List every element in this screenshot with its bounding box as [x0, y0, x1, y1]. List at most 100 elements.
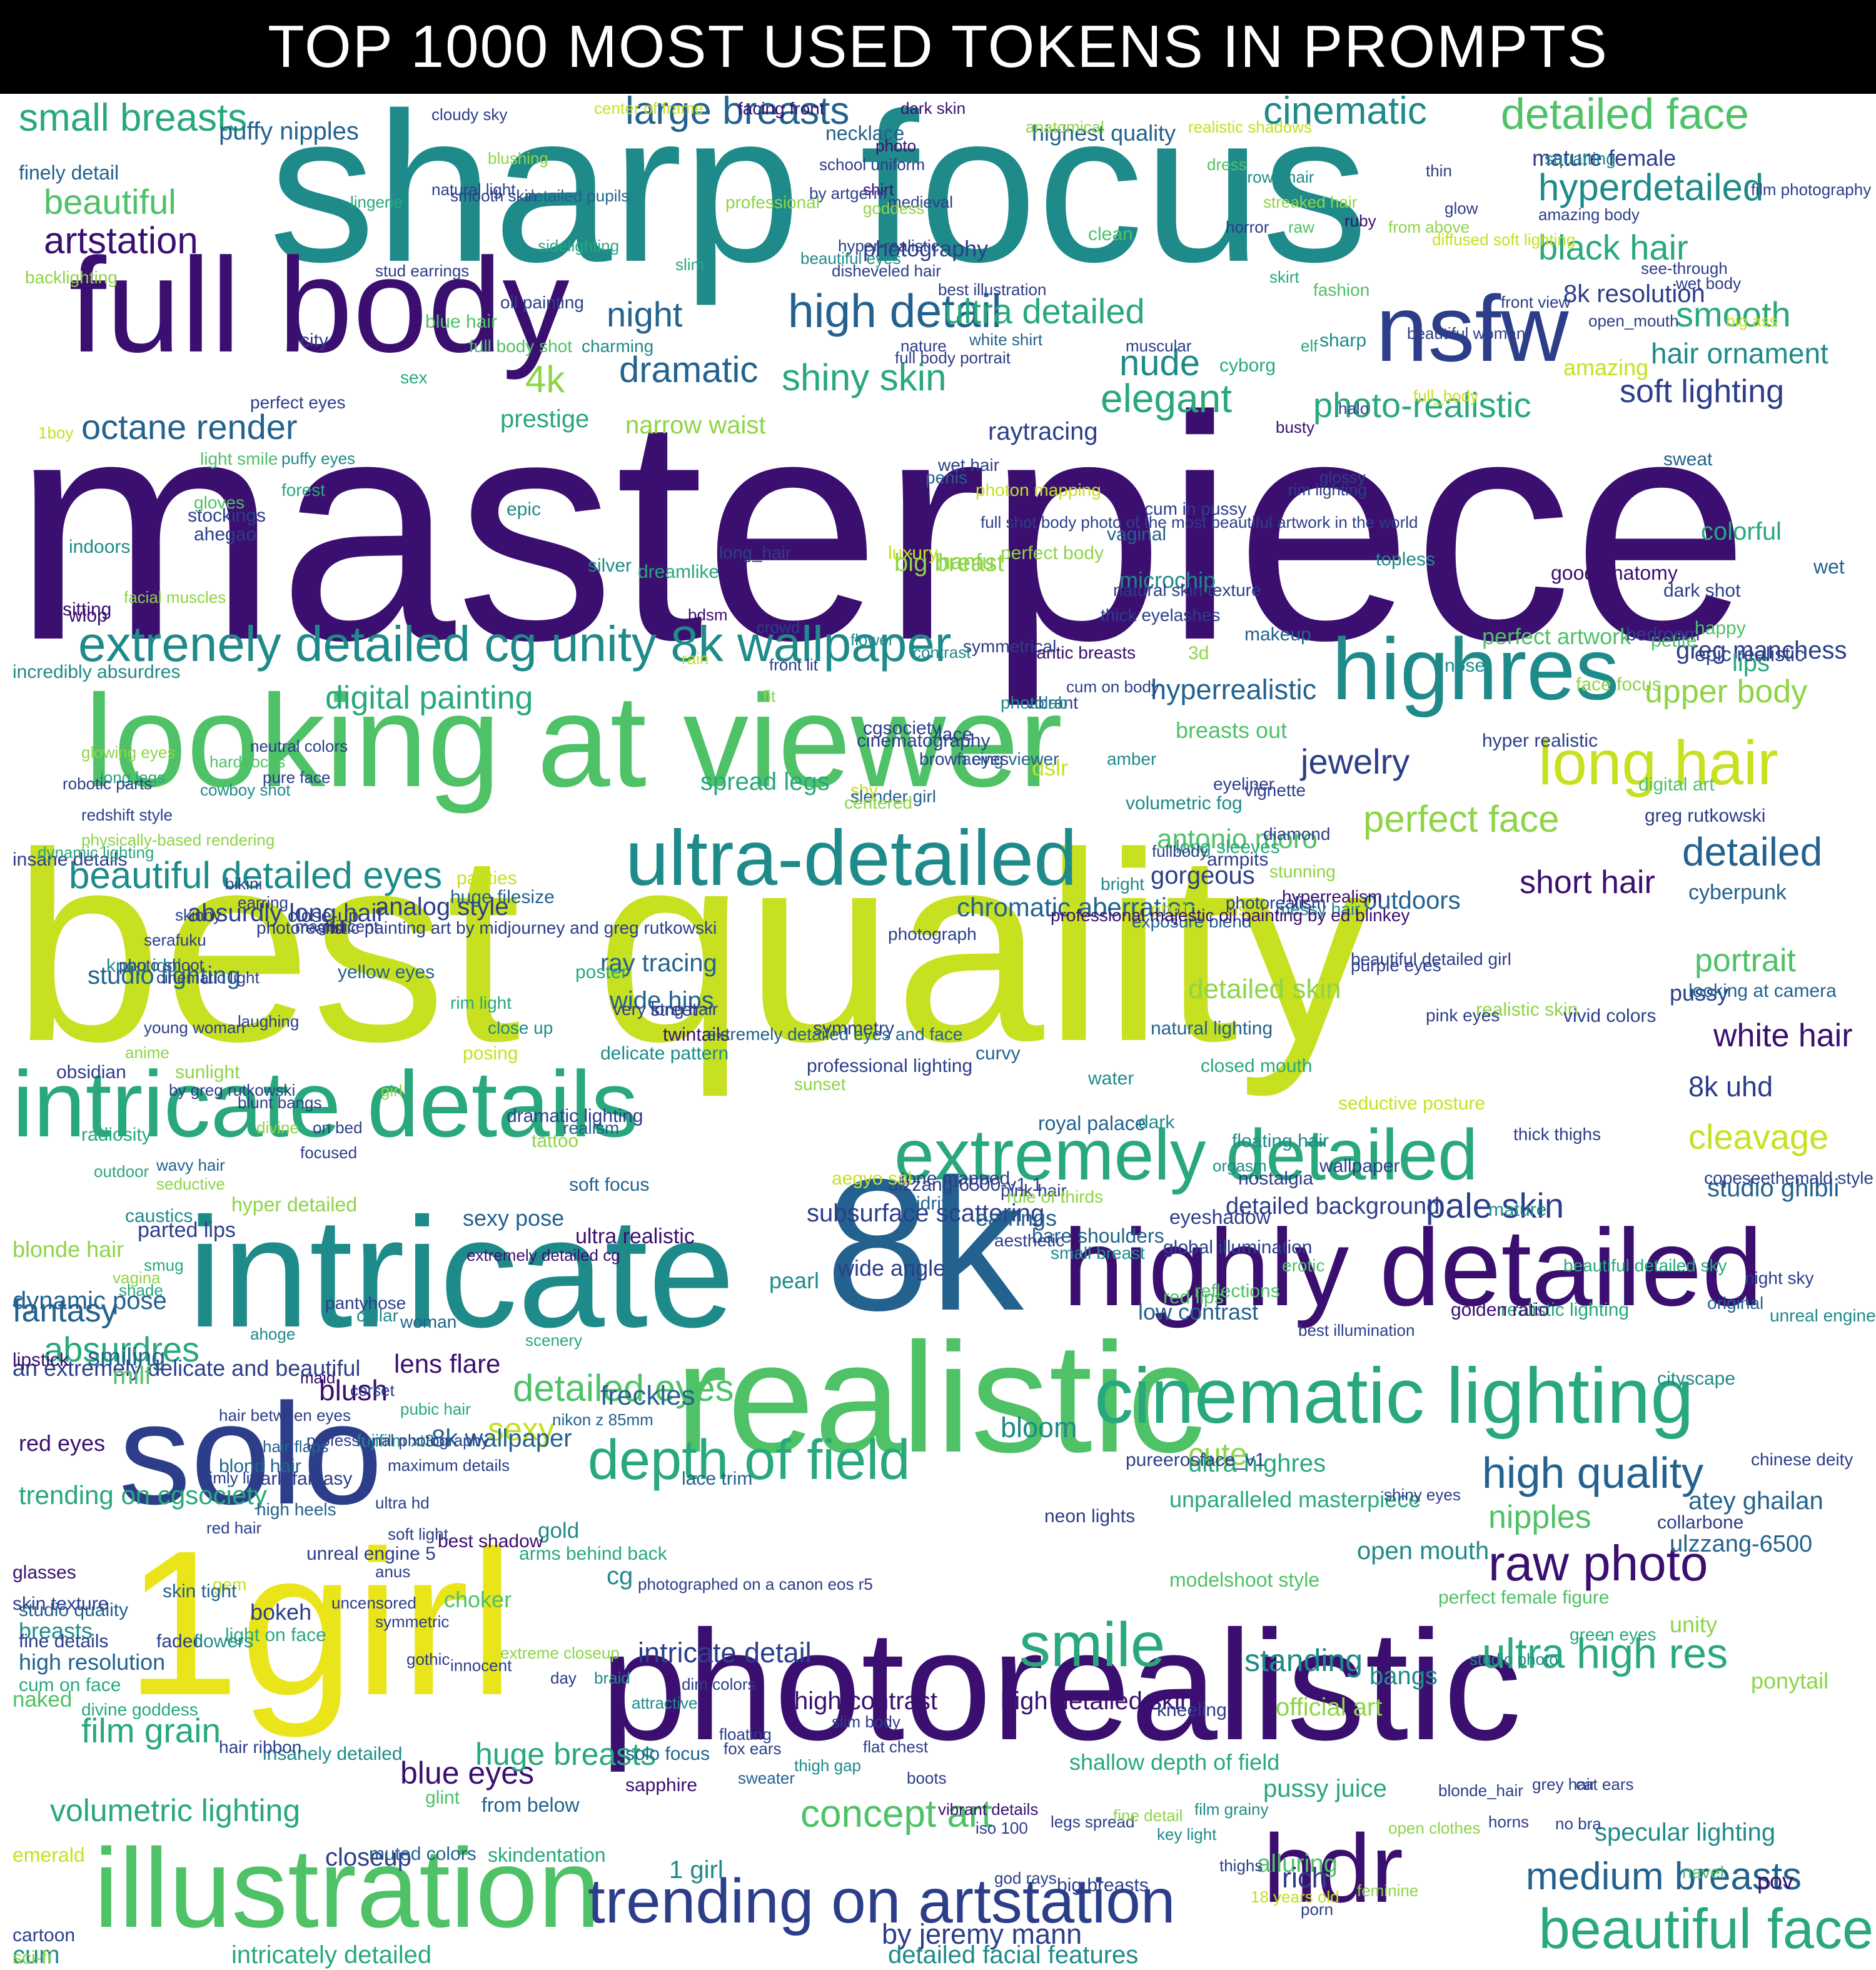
cloud-word: delicate pattern — [600, 1043, 729, 1064]
cloud-word: collar — [356, 1306, 398, 1325]
cloud-word: key light — [1157, 1825, 1217, 1844]
cloud-word: horns — [1488, 1812, 1530, 1831]
cloud-word: day — [550, 1669, 577, 1687]
cloud-word: thick eyelashes — [1101, 605, 1221, 625]
cloud-word: water — [1088, 1068, 1134, 1089]
cloud-word: colorful — [1701, 518, 1782, 545]
cloud-word: perfect artwork — [1482, 624, 1631, 649]
cloud-word: cartoon — [13, 1925, 76, 1946]
cloud-word: red hair — [206, 1518, 262, 1537]
cloud-word: unity — [1670, 1612, 1718, 1637]
cloud-word: beautiful woman — [1407, 324, 1526, 343]
cloud-word: glowing eyes — [81, 743, 176, 762]
cloud-word: sex — [400, 368, 428, 387]
cloud-word: extremely detailed cg — [466, 1246, 620, 1265]
cloud-word: official art — [1276, 1694, 1383, 1721]
cloud-word: contrast — [913, 643, 971, 662]
cloud-word: earrings — [976, 1205, 1057, 1231]
cloud-word: serafuku — [144, 931, 206, 949]
cloud-word: ultra high res — [1482, 1630, 1728, 1677]
cloud-word: topless — [1376, 549, 1436, 570]
cloud-word: red eyes — [19, 1430, 106, 1456]
cloud-word: pussy — [1670, 980, 1729, 1006]
cloud-word: bloom — [1001, 1412, 1077, 1443]
cloud-word: glossy — [1319, 468, 1366, 487]
cloud-word: hair between eyes — [219, 1406, 351, 1425]
cloud-word: hair flaps — [263, 1437, 329, 1456]
cloud-word: extremely detailed eyes and face — [707, 1024, 963, 1044]
cloud-word: wlop — [69, 605, 108, 626]
cloud-word: smug — [144, 1256, 184, 1275]
cloud-word: professional photography — [306, 1431, 489, 1450]
cloud-word: small breast — [1051, 1243, 1145, 1263]
cloud-word: gigantic breasts — [1013, 643, 1136, 662]
cloud-word: by greg rutkowski — [169, 1081, 296, 1099]
cloud-word: nikon z 85mm — [552, 1410, 653, 1429]
cloud-word: cloudy sky — [431, 105, 508, 124]
cloud-word: dreamlike — [638, 562, 720, 582]
cloud-word: no bra — [1555, 1814, 1601, 1833]
cloud-word: closed mouth — [1201, 1056, 1313, 1076]
cloud-word: robotic parts — [63, 774, 153, 793]
cloud-word: uncensored — [331, 1594, 416, 1612]
cloud-word: redshift style — [81, 806, 173, 824]
cloud-word: glint — [425, 1787, 460, 1808]
cloud-word: shiny skin — [782, 356, 947, 398]
cloud-word: front view — [1501, 293, 1571, 311]
cloud-word: neutral colors — [250, 737, 348, 755]
cloud-word: sweater — [738, 1769, 795, 1787]
cloud-word: absurdly long hair — [188, 899, 385, 927]
cloud-word: photography — [863, 236, 989, 261]
cloud-word: prestige — [500, 405, 590, 433]
cloud-word: ulzzang-6500 — [1670, 1531, 1813, 1557]
cloud-word: red lips — [1163, 1287, 1224, 1308]
cloud-word: skindentation — [488, 1844, 606, 1866]
cloud-word: street — [650, 999, 698, 1020]
cloud-word: naked — [13, 1687, 73, 1712]
cloud-word: hd — [325, 918, 345, 937]
cloud-word: long sleeves — [1176, 837, 1280, 857]
cloud-word: dramatic lighting — [507, 1106, 643, 1126]
cloud-word: slender girl — [850, 787, 936, 806]
cloud-word: skinny — [175, 906, 221, 924]
cloud-word: charming — [582, 336, 654, 356]
cloud-word: blunt bangs — [238, 1093, 322, 1112]
cloud-word: photorealistic — [600, 1598, 1522, 1772]
cloud-word: glasses — [13, 1562, 76, 1583]
cloud-word: cinematography — [857, 730, 991, 751]
cloud-word: rich — [1282, 1862, 1328, 1894]
cloud-word: navel — [1682, 1862, 1724, 1882]
cloud-word: on bed — [313, 1118, 363, 1137]
cloud-word: photo shoot — [119, 956, 204, 974]
cloud-word: close-up — [288, 906, 359, 926]
cloud-word: aegyo sal — [832, 1168, 912, 1189]
cloud-word: intricate — [188, 1185, 735, 1360]
cloud-word: pantyhose — [325, 1293, 406, 1313]
cloud-word: ponytail — [1751, 1668, 1829, 1694]
cloud-word: slim body — [832, 1712, 900, 1731]
cloud-word: muted colors — [369, 1844, 477, 1864]
cloud-word: reflections — [1194, 1281, 1280, 1301]
cloud-word: ruby — [1344, 211, 1376, 230]
cloud-word: trending on artstation — [588, 1866, 1176, 1936]
cloud-word: silver — [588, 555, 632, 576]
cloud-word: original — [1707, 1293, 1764, 1313]
cloud-word: night sky — [1745, 1268, 1814, 1288]
cloud-word: shy — [850, 780, 878, 800]
cloud-word: dark skin — [900, 99, 966, 118]
cloud-word: pale skin — [1426, 1186, 1565, 1225]
cloud-word: beautiful face — [1538, 1898, 1873, 1961]
cloud-word: sidelighting — [538, 236, 620, 255]
cloud-word: floating — [719, 1725, 772, 1744]
cloud-word: diamond — [1263, 824, 1331, 844]
cloud-word: shirt — [863, 180, 894, 199]
cloud-word: realistic shadows — [1188, 118, 1312, 136]
cloud-word: full body — [69, 230, 570, 380]
cloud-word: wet body — [1676, 274, 1742, 293]
cloud-word: dramatic — [619, 350, 759, 390]
cloud-word: intricate details — [13, 1051, 638, 1156]
cloud-word: detailed pupils — [525, 186, 630, 205]
cloud-word: dark fantasy — [250, 1468, 353, 1489]
cloud-word: cowboy shot — [200, 780, 291, 799]
cloud-word: from above — [1388, 218, 1470, 236]
